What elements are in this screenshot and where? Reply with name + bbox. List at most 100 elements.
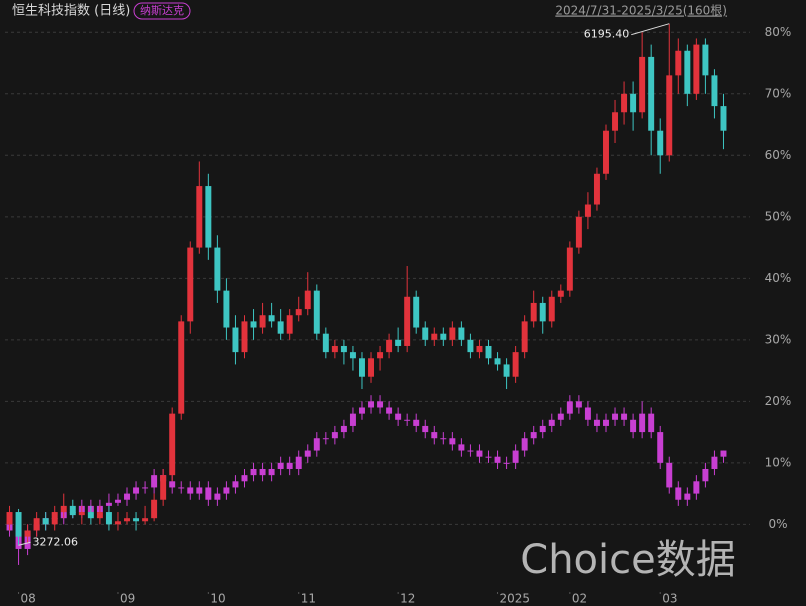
candle-body xyxy=(377,401,384,408)
candle-body xyxy=(295,309,302,316)
candle-body xyxy=(6,512,13,525)
candle-body xyxy=(368,401,375,408)
candle-body xyxy=(404,419,411,421)
candle-body xyxy=(15,512,22,537)
candle-body xyxy=(349,352,356,359)
candle-body xyxy=(530,432,537,439)
legend-series-0: 恒生科技指数 (日线) xyxy=(12,4,130,19)
x-tick-label: 10 xyxy=(210,592,225,606)
candle-body xyxy=(114,499,121,503)
candle-body xyxy=(223,290,230,328)
candle-body xyxy=(331,345,338,353)
candle-body xyxy=(603,419,609,426)
candle-body xyxy=(340,345,347,353)
candle-body xyxy=(358,407,365,414)
candle-body xyxy=(512,352,519,377)
candle-body xyxy=(322,333,329,353)
candle-body xyxy=(684,493,691,500)
candle-body xyxy=(422,327,429,340)
candle-body xyxy=(340,425,347,433)
candle-body xyxy=(684,50,691,94)
candle-body xyxy=(268,468,275,476)
candle-body xyxy=(521,321,528,353)
candle-body xyxy=(51,512,58,525)
candle-body xyxy=(304,450,311,457)
candle-body xyxy=(223,487,230,494)
candle-body xyxy=(114,521,121,525)
candle-body xyxy=(187,487,194,494)
candle-body xyxy=(675,487,682,500)
watermark: Choice数据 xyxy=(520,537,735,583)
candle-body xyxy=(666,75,673,156)
candle-body xyxy=(476,450,483,457)
candle-body xyxy=(476,345,483,353)
y-tick-label: 10% xyxy=(765,455,792,469)
candle-body xyxy=(630,419,637,433)
y-tick-label: 20% xyxy=(765,394,792,408)
candle-body xyxy=(268,315,275,322)
candle-body xyxy=(395,413,402,420)
candle-body xyxy=(621,413,628,420)
candle-body xyxy=(331,432,338,439)
legend-pill xyxy=(133,2,191,20)
candle-body xyxy=(42,518,49,525)
candle-body xyxy=(720,106,727,131)
x-tick-label: 03 xyxy=(662,592,677,606)
candle-body xyxy=(422,425,429,433)
date-range: 2024/7/31-2025/3/25(160根) xyxy=(555,4,727,18)
candle-body xyxy=(494,456,501,463)
candle-body xyxy=(151,475,158,488)
candle-body xyxy=(313,438,320,451)
candle-body xyxy=(286,315,293,334)
candle-body xyxy=(386,339,393,353)
x-tick-label: 2025 xyxy=(500,592,531,606)
candle-body xyxy=(494,358,501,365)
candle-body xyxy=(485,345,492,359)
candle-body xyxy=(440,333,447,340)
candle-body xyxy=(413,419,420,426)
candle-body xyxy=(666,462,673,488)
y-tick-label: 40% xyxy=(765,271,792,285)
y-tick-label: 80% xyxy=(765,25,792,39)
candle-body xyxy=(530,302,537,322)
candle-body xyxy=(368,358,375,377)
annotation-arrow xyxy=(18,541,31,546)
x-tick-label: 08 xyxy=(21,592,36,606)
candle-body xyxy=(142,518,149,522)
candle-body xyxy=(386,407,393,414)
candle-body xyxy=(214,493,221,500)
candle-body xyxy=(702,44,709,76)
candle-body xyxy=(169,413,176,476)
candle-body xyxy=(720,450,727,457)
x-tick-label: 12 xyxy=(400,592,415,606)
candle-body xyxy=(584,407,591,420)
candle-body xyxy=(241,475,248,482)
candle-body xyxy=(603,130,609,174)
candle-body xyxy=(232,327,239,353)
candle-body xyxy=(205,186,212,248)
candle-body xyxy=(675,50,682,76)
candle-body xyxy=(313,290,320,334)
candle-body xyxy=(250,468,257,476)
candle-body xyxy=(639,413,646,433)
candle-body xyxy=(584,204,591,217)
candle-body xyxy=(702,468,709,482)
candle-body xyxy=(467,339,474,353)
candle-body xyxy=(539,302,546,322)
candle-body xyxy=(24,530,31,537)
candle-body xyxy=(169,481,176,488)
x-tick-label: 09 xyxy=(120,592,135,606)
candle-body xyxy=(593,419,600,426)
candle-body xyxy=(286,462,293,469)
candle-body xyxy=(87,512,94,519)
candle-body xyxy=(250,321,257,328)
candle-body xyxy=(178,321,185,414)
candle-body xyxy=(133,518,140,522)
candle-body xyxy=(259,315,266,328)
candle-body xyxy=(404,296,411,346)
candle-body xyxy=(458,327,465,340)
candle-body xyxy=(557,413,564,420)
candle-body xyxy=(151,499,158,519)
candle-body xyxy=(639,56,646,113)
candle-body xyxy=(612,413,619,420)
